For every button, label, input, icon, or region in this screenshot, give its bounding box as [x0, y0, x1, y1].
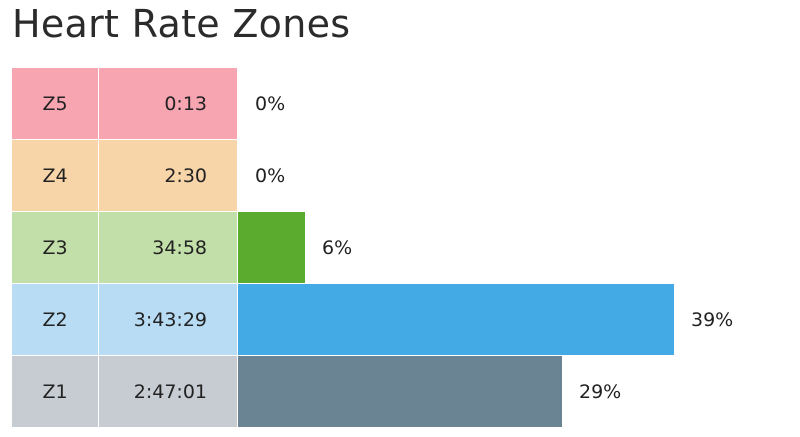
- zone-bar: [238, 212, 305, 283]
- zone-label: Z4: [12, 140, 99, 211]
- zone-bar: [238, 284, 674, 355]
- zone-label: Z1: [12, 356, 99, 427]
- zone-time: 3:43:29: [99, 284, 237, 355]
- chart-title: Heart Rate Zones: [12, 2, 351, 46]
- zone-row-z3: Z3 34:58 6%: [12, 212, 800, 283]
- zone-time: 34:58: [99, 212, 237, 283]
- zone-percent-label: 39%: [691, 308, 734, 331]
- zone-percent-label: 29%: [579, 380, 622, 403]
- zone-row-z2: Z2 3:43:29 39%: [12, 284, 800, 355]
- zone-row-z1: Z1 2:47:01 29%: [12, 356, 800, 427]
- zone-label: Z3: [12, 212, 99, 283]
- zone-time: 2:47:01: [99, 356, 237, 427]
- zone-time: 0:13: [99, 68, 237, 139]
- zone-percent-label: 0%: [255, 92, 286, 115]
- zone-percent-label: 0%: [255, 164, 286, 187]
- zone-label: Z5: [12, 68, 99, 139]
- zone-bar: [238, 356, 562, 427]
- zone-row-z4: Z4 2:30 0%: [12, 140, 800, 211]
- zone-percent-label: 6%: [322, 236, 353, 259]
- zone-label: Z2: [12, 284, 99, 355]
- zone-time: 2:30: [99, 140, 237, 211]
- zone-row-z5: Z5 0:13 0%: [12, 68, 800, 139]
